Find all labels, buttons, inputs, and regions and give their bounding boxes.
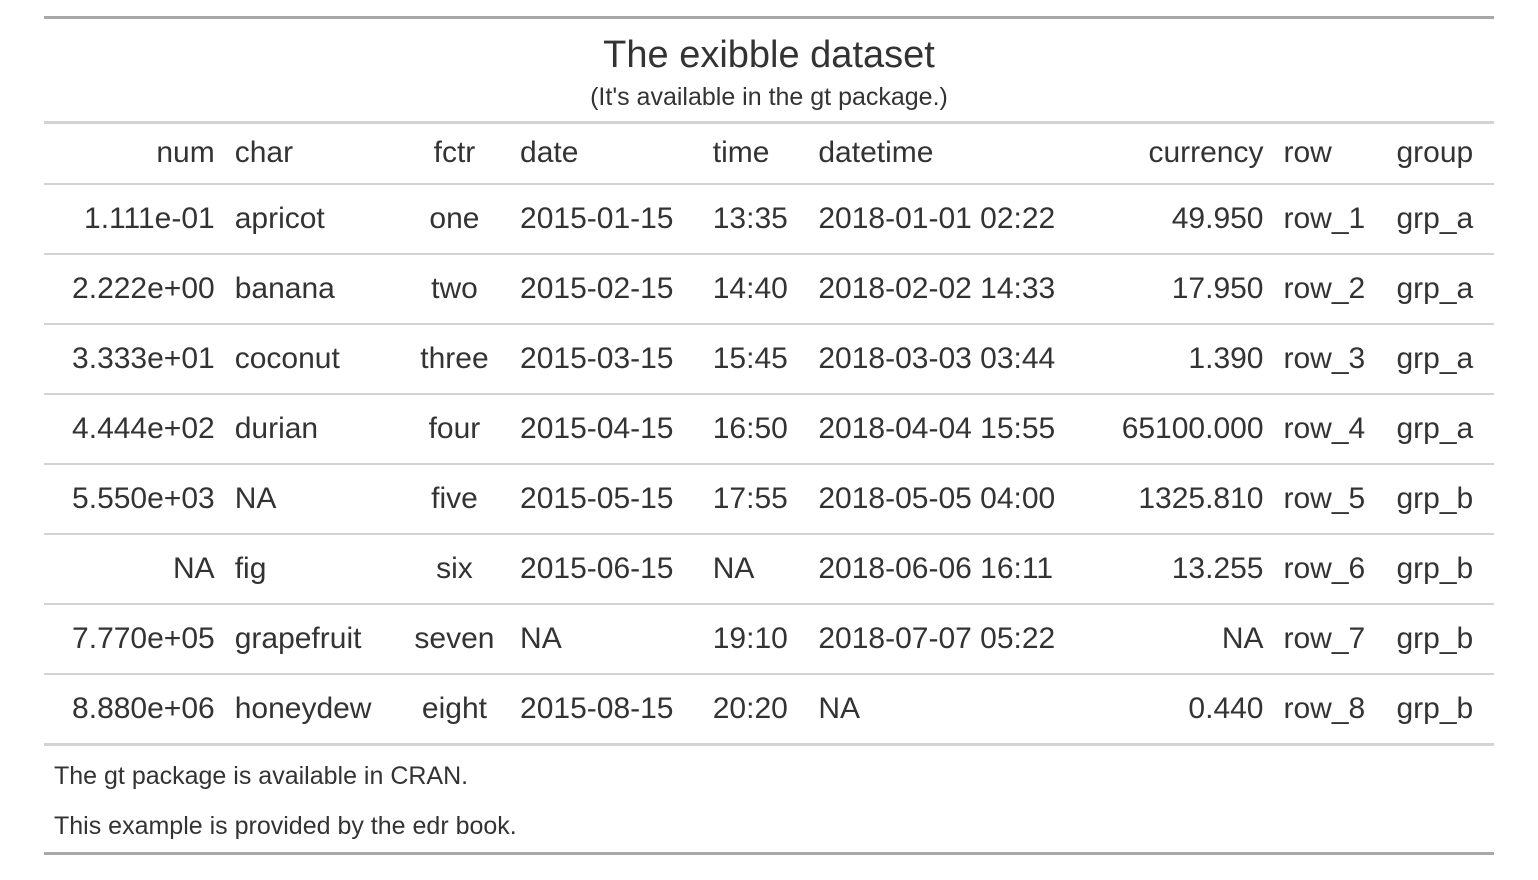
cell-date: 2015-03-15 bbox=[510, 324, 703, 395]
cell-currency: 17.950 bbox=[1093, 254, 1274, 325]
cell-date: NA bbox=[510, 604, 703, 675]
cell-fctr: seven bbox=[398, 604, 511, 675]
cell-group: grp_a bbox=[1386, 324, 1494, 395]
table-row: 4.444e+02 durian four 2015-04-15 16:50 2… bbox=[44, 394, 1494, 465]
column-header-fctr: fctr bbox=[398, 122, 511, 185]
cell-num: 8.880e+06 bbox=[44, 674, 225, 746]
cell-group: grp_b bbox=[1386, 604, 1494, 675]
cell-row: row_7 bbox=[1273, 604, 1387, 675]
cell-time: NA bbox=[702, 534, 809, 605]
table-header: The exibble dataset (It's available in t… bbox=[44, 18, 1494, 185]
cell-fctr: six bbox=[398, 534, 511, 605]
cell-currency: NA bbox=[1093, 604, 1274, 675]
cell-datetime: 2018-04-04 15:55 bbox=[808, 394, 1094, 465]
cell-datetime: 2018-07-07 05:22 bbox=[808, 604, 1094, 675]
cell-num: 2.222e+00 bbox=[44, 254, 225, 325]
cell-char: fig bbox=[224, 534, 399, 605]
cell-datetime: 2018-06-06 16:11 bbox=[808, 534, 1094, 605]
cell-num: 1.111e-01 bbox=[44, 184, 225, 255]
column-header-num: num bbox=[44, 122, 225, 185]
cell-char: banana bbox=[224, 254, 399, 325]
cell-datetime: 2018-02-02 14:33 bbox=[808, 254, 1094, 325]
table-title: The exibble dataset bbox=[603, 34, 935, 76]
cell-char: apricot bbox=[224, 184, 399, 255]
cell-fctr: two bbox=[398, 254, 511, 325]
cell-row: row_4 bbox=[1273, 394, 1387, 465]
cell-fctr: five bbox=[398, 464, 511, 535]
cell-time: 14:40 bbox=[702, 254, 809, 325]
table-row: 5.550e+03 NA five 2015-05-15 17:55 2018-… bbox=[44, 464, 1494, 535]
cell-currency: 65100.000 bbox=[1093, 394, 1274, 465]
cell-datetime: 2018-01-01 02:22 bbox=[808, 184, 1094, 255]
cell-char: NA bbox=[224, 464, 399, 535]
cell-row: row_3 bbox=[1273, 324, 1387, 395]
cell-char: grapefruit bbox=[224, 604, 399, 675]
column-header-row: row bbox=[1273, 122, 1387, 185]
source-notes: The gt package is available in CRAN. Thi… bbox=[44, 745, 1494, 854]
cell-fctr: four bbox=[398, 394, 511, 465]
cell-group: grp_b bbox=[1386, 674, 1494, 746]
cell-row: row_5 bbox=[1273, 464, 1387, 535]
cell-currency: 13.255 bbox=[1093, 534, 1274, 605]
cell-row: row_8 bbox=[1273, 674, 1387, 746]
column-header-time: time bbox=[702, 122, 809, 185]
exibble-table: The exibble dataset (It's available in t… bbox=[44, 16, 1494, 855]
table-row: 3.333e+01 coconut three 2015-03-15 15:45… bbox=[44, 324, 1494, 395]
cell-group: grp_b bbox=[1386, 534, 1494, 605]
cell-date: 2015-02-15 bbox=[510, 254, 703, 325]
column-header-group: group bbox=[1386, 122, 1494, 185]
source-note: This example is provided by the edr book… bbox=[54, 812, 517, 840]
cell-num: 3.333e+01 bbox=[44, 324, 225, 395]
cell-time: 17:55 bbox=[702, 464, 809, 535]
cell-currency: 49.950 bbox=[1093, 184, 1274, 255]
table-row: 1.111e-01 apricot one 2015-01-15 13:35 2… bbox=[44, 184, 1494, 255]
cell-currency: 0.440 bbox=[1093, 674, 1274, 746]
cell-date: 2015-01-15 bbox=[510, 184, 703, 255]
cell-date: 2015-08-15 bbox=[510, 674, 703, 746]
table-subtitle: (It's available in the gt package.) bbox=[44, 77, 1494, 124]
source-note: The gt package is available in CRAN. bbox=[54, 762, 469, 790]
table-row: 2.222e+00 banana two 2015-02-15 14:40 20… bbox=[44, 254, 1494, 325]
column-header-char: char bbox=[224, 122, 399, 185]
cell-char: durian bbox=[224, 394, 399, 465]
cell-row: row_1 bbox=[1273, 184, 1387, 255]
cell-date: 2015-06-15 bbox=[510, 534, 703, 605]
cell-num: 4.444e+02 bbox=[44, 394, 225, 465]
cell-currency: 1.390 bbox=[1093, 324, 1274, 395]
table-row: NA fig six 2015-06-15 NA 2018-06-06 16:1… bbox=[44, 534, 1494, 605]
cell-group: grp_a bbox=[1386, 254, 1494, 325]
cell-datetime: 2018-03-03 03:44 bbox=[808, 324, 1094, 395]
cell-char: coconut bbox=[224, 324, 399, 395]
cell-num: 7.770e+05 bbox=[44, 604, 225, 675]
cell-datetime: 2018-05-05 04:00 bbox=[808, 464, 1094, 535]
column-header-currency: currency bbox=[1093, 122, 1274, 185]
cell-group: grp_a bbox=[1386, 394, 1494, 465]
cell-group: grp_b bbox=[1386, 464, 1494, 535]
cell-fctr: eight bbox=[398, 674, 511, 746]
table-row: 7.770e+05 grapefruit seven NA 19:10 2018… bbox=[44, 604, 1494, 675]
cell-num: NA bbox=[44, 534, 225, 605]
column-header-date: date bbox=[510, 122, 703, 185]
cell-time: 20:20 bbox=[702, 674, 809, 746]
cell-time: 13:35 bbox=[702, 184, 809, 255]
cell-group: grp_a bbox=[1386, 184, 1494, 255]
column-header-row: num char fctr date time datetime currenc… bbox=[44, 122, 1494, 185]
cell-date: 2015-05-15 bbox=[510, 464, 703, 535]
table-row: 8.880e+06 honeydew eight 2015-08-15 20:2… bbox=[44, 674, 1494, 746]
cell-time: 15:45 bbox=[702, 324, 809, 395]
cell-datetime: NA bbox=[808, 674, 1094, 746]
cell-time: 16:50 bbox=[702, 394, 809, 465]
column-header-datetime: datetime bbox=[808, 122, 1094, 185]
cell-fctr: three bbox=[398, 324, 511, 395]
cell-time: 19:10 bbox=[702, 604, 809, 675]
cell-fctr: one bbox=[398, 184, 511, 255]
cell-num: 5.550e+03 bbox=[44, 464, 225, 535]
gt-table-container: The exibble dataset (It's available in t… bbox=[44, 16, 1494, 855]
cell-date: 2015-04-15 bbox=[510, 394, 703, 465]
cell-currency: 1325.810 bbox=[1093, 464, 1274, 535]
cell-row: row_6 bbox=[1273, 534, 1387, 605]
cell-char: honeydew bbox=[224, 674, 399, 746]
table-body: 1.111e-01 apricot one 2015-01-15 13:35 2… bbox=[44, 184, 1494, 746]
cell-row: row_2 bbox=[1273, 254, 1387, 325]
